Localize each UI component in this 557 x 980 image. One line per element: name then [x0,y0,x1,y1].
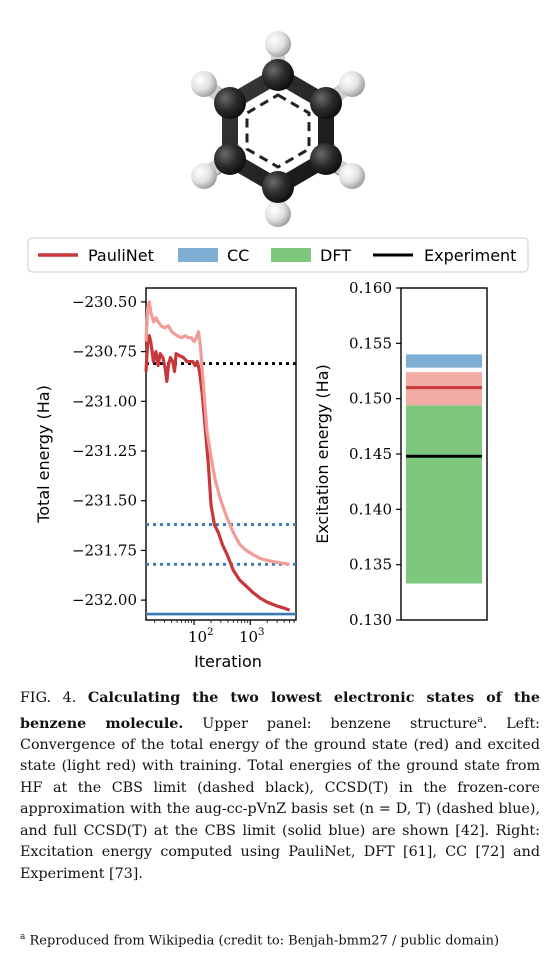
y-tick-label: 0.135 [349,556,392,574]
y-tick-label: 0.145 [349,445,392,463]
y-tick-label: −231.25 [72,442,137,460]
y-tick-label: 0.150 [349,390,392,408]
footnote-text: Reproduced from Wikipedia (credit to: Be… [29,933,500,949]
x-tick-label-10a: 10 [188,628,207,646]
excitation-energy-y-label: Excitation energy (Ha) [313,364,332,544]
energy-series-0 [144,334,291,612]
band-cc [406,354,482,368]
total-energy-x-ticks: 102 103 [188,627,264,646]
y-tick-label: 0.160 [349,279,392,297]
legend-label-experiment: Experiment [424,246,516,265]
x-tick-label-10b: 10 [239,628,258,646]
excitation-energy-y-ticks: 0.130 0.135 0.140 0.145 0.150 0.155 0.160 [349,279,401,629]
total-energy-y-label: Total energy (Ha) [34,385,53,524]
y-tick-label: −232.00 [72,591,137,609]
footnote: a Reproduced from Wikipedia (credit to: … [20,928,540,950]
excitation-energy-chart: 0.130 0.135 0.140 0.145 0.150 0.155 0.160 Exci… [313,279,488,629]
legend: PauliNet CC DFT Experiment [27,237,529,273]
y-tick-label: 0.130 [349,611,392,629]
y-tick-label: −230.75 [72,343,137,361]
legend-label-cc: CC [227,246,249,265]
total-energy-x-tick-marks [154,620,295,625]
x-tick-label-exp2: 2 [207,627,213,638]
figure-caption: FIG. 4. Calculating the two lowest elect… [20,688,540,885]
benzene-molecule-image [191,31,365,227]
total-energy-plot-area [144,300,296,616]
caption-superscript: a [477,714,483,725]
caption-text: Upper panel: benzene structure [202,715,478,732]
x-tick-label-exp3: 3 [258,627,264,638]
legend-label-paulinet: PauliNet [88,246,154,265]
y-tick-label: 0.140 [349,500,392,518]
band-dft [406,405,482,584]
legend-item-experiment: Experiment [373,246,516,265]
legend-item-paulinet: PauliNet [38,246,154,265]
legend-label-dft: DFT [320,246,351,265]
total-energy-y-ticks: −230.50 −230.75 −231.00 −231.25 −231.50 −231.… [72,293,146,609]
y-tick-label: 0.155 [349,334,392,352]
legend-item-cc: CC [178,246,249,265]
caption-text-rest: . Left: Convergence of the total energy … [20,715,541,882]
total-energy-plot-frame [145,287,297,621]
svg-text:103: 103 [239,627,264,646]
svg-text:102: 102 [188,627,213,646]
y-tick-label: −231.75 [72,541,137,559]
caption-title: Calculating the two lowest electronic st… [20,690,540,732]
caption-label: FIG. 4. [20,690,77,706]
legend-item-dft: DFT [271,246,351,265]
excitation-energy-plot-area [406,354,482,584]
footnote-mark: a [20,932,26,942]
y-tick-label: −230.50 [72,293,137,311]
figure: PauliNet CC DFT Experiment −230.50 −230.7… [27,31,529,671]
total-energy-chart: −230.50 −230.75 −231.00 −231.25 −231.50 −231.… [34,287,297,671]
y-tick-label: −231.50 [72,492,137,510]
y-tick-label: −231.00 [72,392,137,410]
total-energy-x-label: Iteration [194,652,262,671]
energy-series-1 [144,300,290,566]
